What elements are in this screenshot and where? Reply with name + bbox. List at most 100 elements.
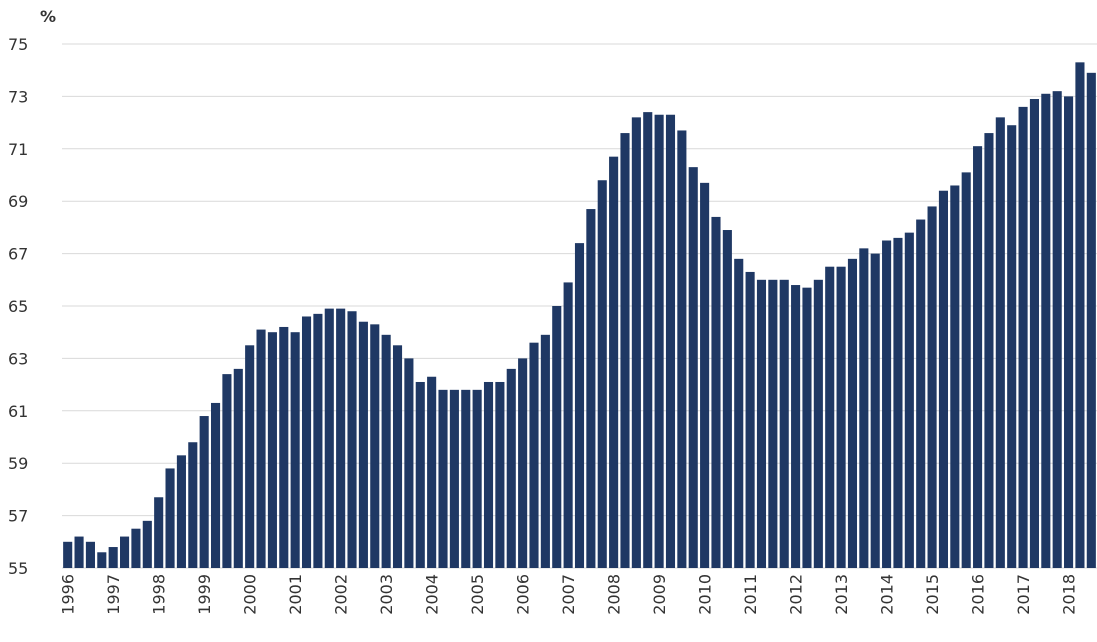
bar — [256, 329, 266, 568]
bar — [756, 279, 767, 568]
y-tick-label: 63 — [8, 349, 28, 368]
bar — [142, 520, 152, 568]
x-tick-label: 2006 — [514, 574, 533, 615]
y-tick-label: 71 — [8, 140, 28, 159]
x-tick-label: 2017 — [1014, 574, 1033, 615]
y-tick-label: 69 — [8, 192, 28, 211]
x-tick-label: 2018 — [1060, 574, 1079, 615]
x-tick-label: 2000 — [241, 574, 260, 615]
x-tick-label: 1996 — [59, 574, 78, 615]
y-axis-label: % — [40, 7, 56, 26]
bar — [609, 156, 619, 568]
bar — [552, 306, 562, 568]
bar — [427, 376, 437, 568]
bar — [961, 172, 971, 568]
bar — [1052, 91, 1062, 568]
bar — [1007, 125, 1017, 568]
y-tick-label: 67 — [8, 245, 28, 264]
bar — [1086, 72, 1096, 568]
bar — [631, 117, 641, 569]
bar — [734, 258, 744, 568]
x-tick-label: 2002 — [332, 574, 351, 615]
x-tick-label: 1999 — [195, 574, 214, 615]
bar — [722, 230, 732, 568]
y-tick-label: 75 — [8, 35, 28, 54]
bar — [677, 130, 687, 568]
bar — [210, 402, 221, 568]
y-tick-label: 59 — [8, 454, 28, 473]
bar — [973, 146, 983, 568]
bar — [870, 253, 880, 568]
bar — [370, 324, 380, 568]
x-tick-label: 2007 — [559, 574, 578, 615]
bar — [108, 547, 118, 568]
x-tick-label: 2016 — [969, 574, 988, 615]
bar — [620, 133, 630, 568]
bar — [199, 416, 209, 568]
bar — [836, 266, 846, 568]
bar — [1041, 93, 1051, 568]
bar — [563, 282, 573, 568]
y-tick-label: 61 — [8, 402, 28, 421]
bar — [313, 313, 323, 568]
bar — [301, 316, 312, 568]
bar — [392, 345, 403, 568]
bar — [165, 468, 175, 568]
bar — [882, 240, 892, 568]
bar — [518, 358, 528, 568]
bar — [825, 266, 835, 568]
bar — [745, 271, 755, 568]
bar — [438, 389, 448, 568]
bar — [404, 358, 414, 568]
bar — [506, 368, 516, 568]
bar — [847, 258, 858, 568]
bar — [290, 332, 300, 568]
bar — [688, 167, 698, 568]
bar — [779, 279, 789, 568]
x-tick-label: 2015 — [923, 574, 942, 615]
x-tick-label: 2005 — [468, 574, 487, 615]
bar — [904, 232, 914, 568]
bar — [791, 285, 801, 568]
bar — [927, 206, 937, 568]
bar — [495, 381, 505, 568]
bar — [597, 180, 607, 569]
bar — [813, 279, 823, 568]
x-tick-label: 2012 — [787, 574, 806, 615]
bar — [1018, 106, 1028, 568]
bar — [245, 345, 255, 568]
bar — [336, 308, 346, 568]
bar — [279, 326, 289, 568]
y-tick-label: 57 — [8, 507, 28, 526]
bar — [472, 389, 482, 568]
bar — [449, 389, 459, 568]
x-tick-label: 2014 — [878, 574, 897, 615]
bar — [1064, 96, 1074, 569]
bar — [916, 219, 926, 569]
bar — [176, 455, 186, 568]
bar — [654, 114, 664, 569]
x-tick-label: 2004 — [423, 574, 442, 615]
x-tick-label: 1998 — [150, 574, 169, 615]
bar — [222, 374, 232, 568]
bar — [859, 248, 869, 569]
bar — [358, 321, 368, 568]
bar — [950, 185, 960, 569]
bar — [665, 114, 676, 569]
bar — [643, 112, 653, 569]
bar — [131, 528, 141, 568]
x-tick-label: 2001 — [286, 574, 305, 615]
x-tick-label: 1997 — [104, 574, 123, 615]
bar — [938, 190, 949, 568]
bar — [995, 117, 1005, 569]
bar — [267, 332, 277, 568]
bar — [711, 216, 721, 569]
x-tick-label: 2009 — [650, 574, 669, 615]
bar — [85, 541, 95, 568]
y-tick-label: 65 — [8, 297, 28, 316]
bar — [324, 308, 334, 568]
bar — [483, 381, 494, 568]
y-tick-label: 55 — [8, 559, 28, 578]
bar — [233, 368, 243, 568]
